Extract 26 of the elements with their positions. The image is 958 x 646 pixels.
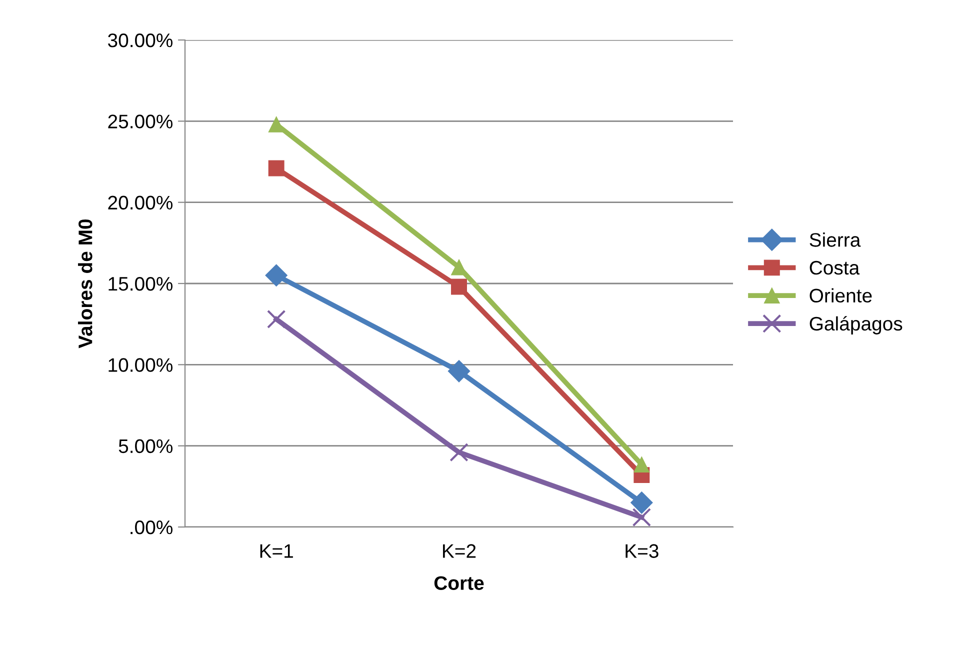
x-tick-label: K=3 — [626, 544, 658, 558]
y-tick-label: 25.00% — [108, 114, 173, 128]
y-tick-label: 15.00% — [108, 276, 173, 291]
point — [451, 278, 467, 295]
point — [268, 160, 284, 176]
point — [268, 116, 284, 132]
point — [265, 264, 288, 287]
legend-label: Oriente — [810, 288, 872, 303]
x-axis-title: Corte — [434, 576, 484, 590]
y-tick-label: 10.00% — [108, 358, 173, 372]
y-tick-label: 30.00% — [108, 33, 173, 48]
x-tick-label: K=1 — [260, 544, 293, 558]
point — [632, 508, 652, 527]
legend-label: Costa — [810, 260, 860, 275]
y-tick-label: 20.00% — [108, 196, 173, 210]
legend-label: Sierra — [810, 232, 861, 247]
point — [450, 442, 468, 462]
y-tick-label: .00% — [130, 520, 173, 534]
x-tick-label: K=2 — [443, 544, 476, 558]
point — [634, 456, 650, 472]
y-axis-title: Valores de M0 — [78, 219, 92, 348]
point — [448, 360, 470, 382]
y-tick-label: 5.00% — [118, 439, 173, 454]
point — [630, 491, 653, 514]
point — [266, 310, 286, 329]
legend-label: Galápagos — [810, 316, 902, 334]
